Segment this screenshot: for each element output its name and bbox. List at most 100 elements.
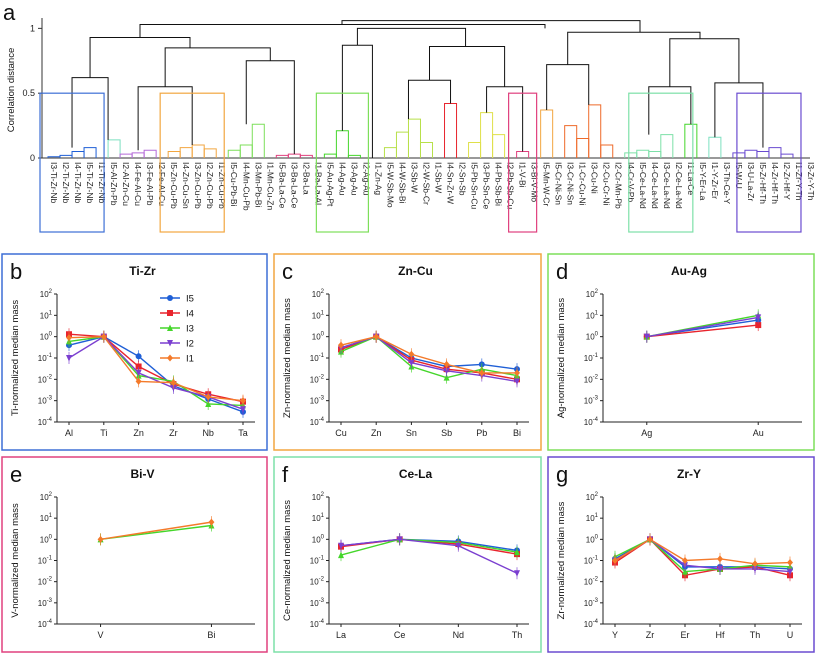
data-point: [408, 359, 415, 367]
cluster-link: [624, 152, 638, 158]
data-point: [240, 406, 246, 413]
data-point: [755, 314, 762, 321]
y-tick-label: 10-4: [584, 619, 599, 629]
series-line-I2: [68, 335, 244, 410]
cluster-link: [191, 144, 205, 158]
x-tick-label: Zn: [371, 428, 382, 438]
legend-label: I5: [186, 294, 194, 305]
panel-title: Ce-La: [399, 467, 433, 481]
cluster-link: [540, 109, 554, 158]
panel-frame: [273, 253, 542, 451]
cluster-link: [227, 149, 241, 158]
leaf-label: I3-Zn-Cu-Pb: [193, 162, 203, 209]
y-axis-label: Zr-normalized median mass: [556, 501, 567, 619]
data-point: [205, 400, 212, 407]
data-point: [443, 360, 450, 368]
x-tick-label: Ce: [394, 630, 406, 640]
cluster-box: [628, 92, 694, 233]
leaf-label: I3-Cr-Ni-Sn: [566, 162, 576, 205]
x-tick-label: Zr: [646, 630, 655, 640]
cluster-link: [732, 152, 746, 158]
data-point: [455, 542, 462, 550]
leaf-label: I4-Zr-Hf-Th: [770, 162, 780, 204]
cluster-link: [768, 147, 782, 158]
cluster-link: [131, 152, 145, 158]
y-axis-label: Zn-normalized median mass: [282, 298, 293, 418]
leaf-label: I3-Ti-Zr-Nb: [49, 162, 59, 204]
data-point: [208, 518, 215, 526]
leaf-label: I5-W-U: [734, 162, 744, 189]
data-point: [373, 333, 380, 341]
y-tick-label: 10-4: [310, 619, 325, 629]
cluster-link: [564, 125, 578, 158]
panel-letter-d: d: [556, 259, 568, 284]
leaf-label: I5-W-Sb-Mo: [385, 162, 395, 208]
legend-label: I4: [186, 309, 194, 320]
y-tick-label: 0: [30, 153, 35, 163]
x-tick-label: Y: [612, 630, 618, 640]
data-point: [167, 295, 173, 301]
data-point: [170, 379, 177, 387]
leaf-label: I3-Cu-Ni: [590, 162, 600, 194]
series-line-I3: [340, 538, 518, 556]
cluster-link: [576, 138, 590, 158]
x-tick-label: Th: [512, 630, 523, 640]
x-tick-label: Sn: [406, 428, 417, 438]
panel-letter-b: b: [10, 259, 22, 284]
data-point: [66, 355, 72, 362]
data-point: [135, 377, 142, 385]
leaf-label: I5-Cu-Pb-Bi: [229, 162, 239, 207]
panel-c: c Zn-Cu 102 101 100 10-1 10-2 10-3 10-4 Zn-normal…: [273, 253, 542, 451]
x-tick-label: Al: [65, 428, 73, 438]
y-tick-label: 0.5: [22, 88, 35, 98]
panel-letter-c: c: [282, 259, 293, 284]
data-point: [612, 557, 618, 564]
y-tick-label: 102: [312, 492, 325, 502]
y-axis-label: Correlation distance: [6, 48, 17, 133]
leaf-label: I4-Fe-Al-Cu: [133, 162, 143, 206]
cluster-link: [239, 144, 253, 158]
cluster-link: [383, 147, 397, 158]
leaf-label: I1-V-Bi: [518, 162, 528, 188]
leaf-label: I5-Ce-La-Nd: [638, 162, 648, 209]
x-tick-label: V: [98, 630, 104, 640]
y-tick-label: 10-1: [584, 556, 599, 566]
y-tick-label: 10-3: [38, 598, 53, 608]
y-tick-label: 101: [312, 310, 325, 320]
series-line-I3: [340, 335, 518, 379]
leaf-label: I3-Sb-W: [409, 162, 419, 193]
panel-title: Zn-Cu: [398, 264, 433, 278]
y-tick-label: 101: [586, 513, 599, 523]
x-tick-label: Ta: [238, 428, 248, 438]
panel-f: f Ce-La 102 101 100 10-1 10-2 10-3 10-4 Ce-normal…: [273, 456, 542, 653]
data-point: [647, 535, 653, 543]
cluster-link: [143, 149, 157, 158]
data-point: [514, 369, 520, 377]
cluster-link: [588, 104, 602, 158]
data-point: [443, 367, 450, 375]
leaf-label: I5-Mn-W-Cr: [542, 162, 552, 206]
leaf-label: I2-Ce-La-Nd: [674, 162, 684, 209]
cluster-link: [660, 134, 674, 158]
dendro-link: [669, 38, 740, 87]
legend-label: I2: [186, 339, 194, 350]
y-tick-label: 10-3: [584, 598, 599, 608]
data-point: [135, 353, 142, 360]
leaf-label: I1-Zn-Cu-Pb: [217, 162, 227, 209]
leaf-label: I2-Ti-Zr-Nb: [61, 162, 71, 204]
cluster-link: [83, 147, 97, 158]
cluster-link: [516, 151, 530, 158]
x-tick-label: Nd: [453, 630, 465, 640]
panel-g: g Zr-Y 102 101 100 10-1 10-2 10-3 10-4 Zr-normali…: [547, 456, 815, 653]
cluster-link: [600, 144, 614, 158]
leaf-label: I1-Zr-Y-Th: [794, 162, 804, 201]
cluster-link: [407, 118, 421, 158]
data-point: [643, 333, 650, 341]
leaf-label: I1-Y-Zr-Er: [710, 162, 720, 199]
y-tick-label: 100: [40, 534, 53, 544]
cluster-link: [395, 131, 409, 158]
leaf-label: I4-Pb-Sb-Bi: [494, 162, 504, 206]
leaf-label: I1-Cr-Cu-Ni: [578, 162, 588, 206]
leaf-label: I3-Zr-Y-Th: [806, 162, 816, 201]
